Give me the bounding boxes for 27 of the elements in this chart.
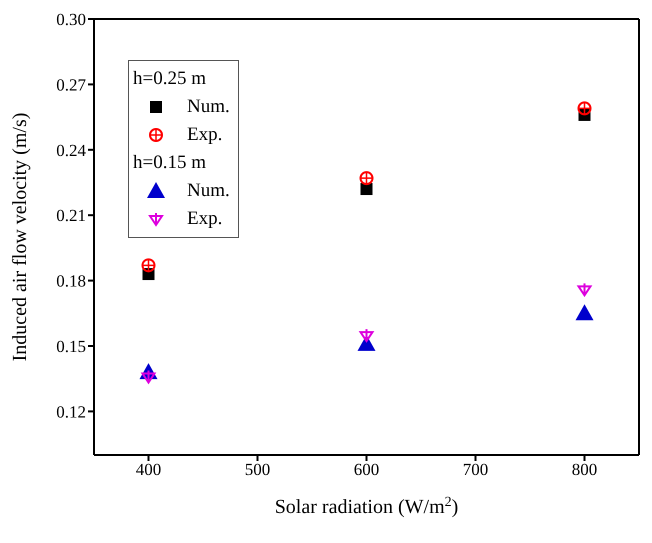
x-tick-label: 800 (572, 460, 598, 480)
legend-label: Num. (187, 179, 230, 203)
x-tick-label: 400 (136, 460, 162, 480)
y-tick-label: 0.21 (56, 206, 86, 226)
y-tick-label: 0.24 (56, 140, 86, 160)
point (360, 183, 372, 196)
y-tick-label: 0.27 (56, 75, 86, 94)
y-tick-label: 0.18 (56, 272, 86, 291)
annotation: h=0.25 m (133, 67, 207, 91)
x-axis-title: Solar radiation (W/m$^{2}$) (274, 494, 458, 518)
point (360, 328, 374, 342)
point (360, 171, 374, 186)
x-tick-label: 500 (244, 460, 270, 480)
legend-label: Exp. (187, 207, 222, 231)
legend-label: Exp. (187, 123, 222, 147)
y-tick-label: 0.12 (56, 402, 86, 422)
y-axis-title: Induced air flow velocity (m/s) (9, 112, 31, 362)
legend-label: Num. (187, 95, 230, 119)
point (578, 101, 592, 116)
point (142, 258, 156, 272)
x-tick-label: 600 (354, 460, 380, 480)
point (578, 282, 592, 296)
y-tick-label: 0.15 (56, 337, 86, 356)
point (576, 304, 594, 320)
y-tick-label: 0.30 (56, 10, 86, 30)
annotation: h=0.15 m (133, 151, 207, 175)
x-tick-label: 700 (462, 460, 488, 480)
